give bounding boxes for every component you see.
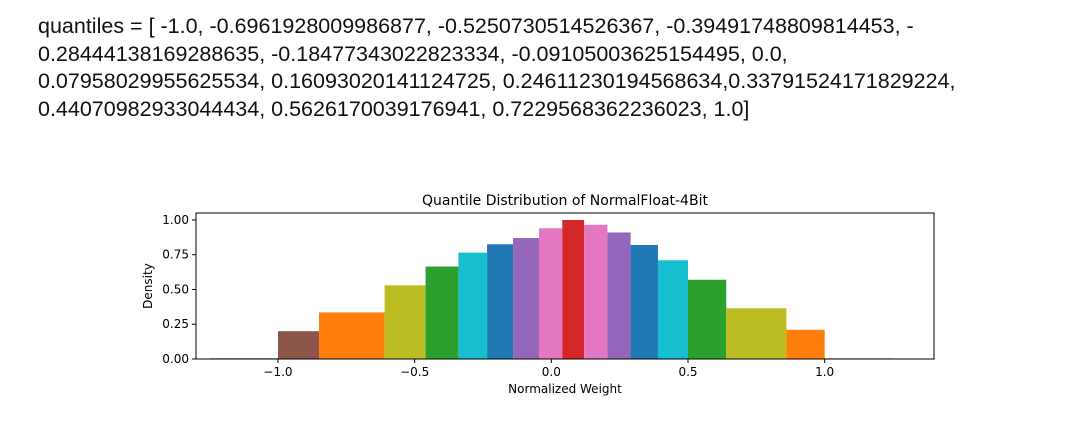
plot-frame [195,212,935,360]
bar-15 [726,308,787,359]
bar-4 [425,266,459,359]
y-tick-label: 0.25 [162,317,189,331]
chart-title: Quantile Distribution of NormalFloat-4Bi… [422,193,708,209]
ticks-layer: −1.0 −0.5 0.0 0.5 1.0 0.00 0.25 0.50 0.75 1.00 [162,213,834,379]
bar-13 [657,260,688,359]
quantiles-line-1: quantiles = [ -1.0, -0.6961928009986877,… [38,14,914,38]
x-tick-label: 0.5 [678,365,697,379]
y-axis-label: Density [141,263,155,309]
quantiles-text: quantiles = [ -1.0, -0.6961928009986877,… [38,13,1068,123]
x-tick-label: −0.5 [400,365,429,379]
bar-14 [688,279,727,359]
bar-8 [539,228,563,359]
x-axis-label: Normalized Weight [508,382,622,396]
bar-12 [630,244,658,359]
bar-6 [487,244,514,359]
quantiles-line-4: 0.44070982933044434, 0.5626170039176941,… [38,96,750,121]
y-tick-label: 1.00 [162,213,189,227]
y-tick-label: 0.50 [162,282,189,296]
bar-2 [319,312,385,359]
bars-layer [209,219,893,359]
bar-11 [607,232,631,359]
bar-7 [513,238,540,359]
x-tick-label: 0.0 [542,365,561,379]
bar-10 [584,224,608,359]
bar-3 [384,285,426,359]
bar-16 [786,329,825,359]
quantiles-line-3: 0.07958029955625534, 0.16093020141124725… [38,69,956,93]
bar-9 [562,219,585,359]
bar-5 [458,252,488,359]
x-tick-label: 1.0 [815,365,834,379]
bar-1 [278,331,319,359]
y-tick-label: 0.00 [162,352,189,366]
x-tick-label: −1.0 [263,365,292,379]
quantiles-line-2: 0.28444138169288635, -0.1847734302282333… [38,41,788,66]
y-tick-label: 0.75 [162,248,189,262]
